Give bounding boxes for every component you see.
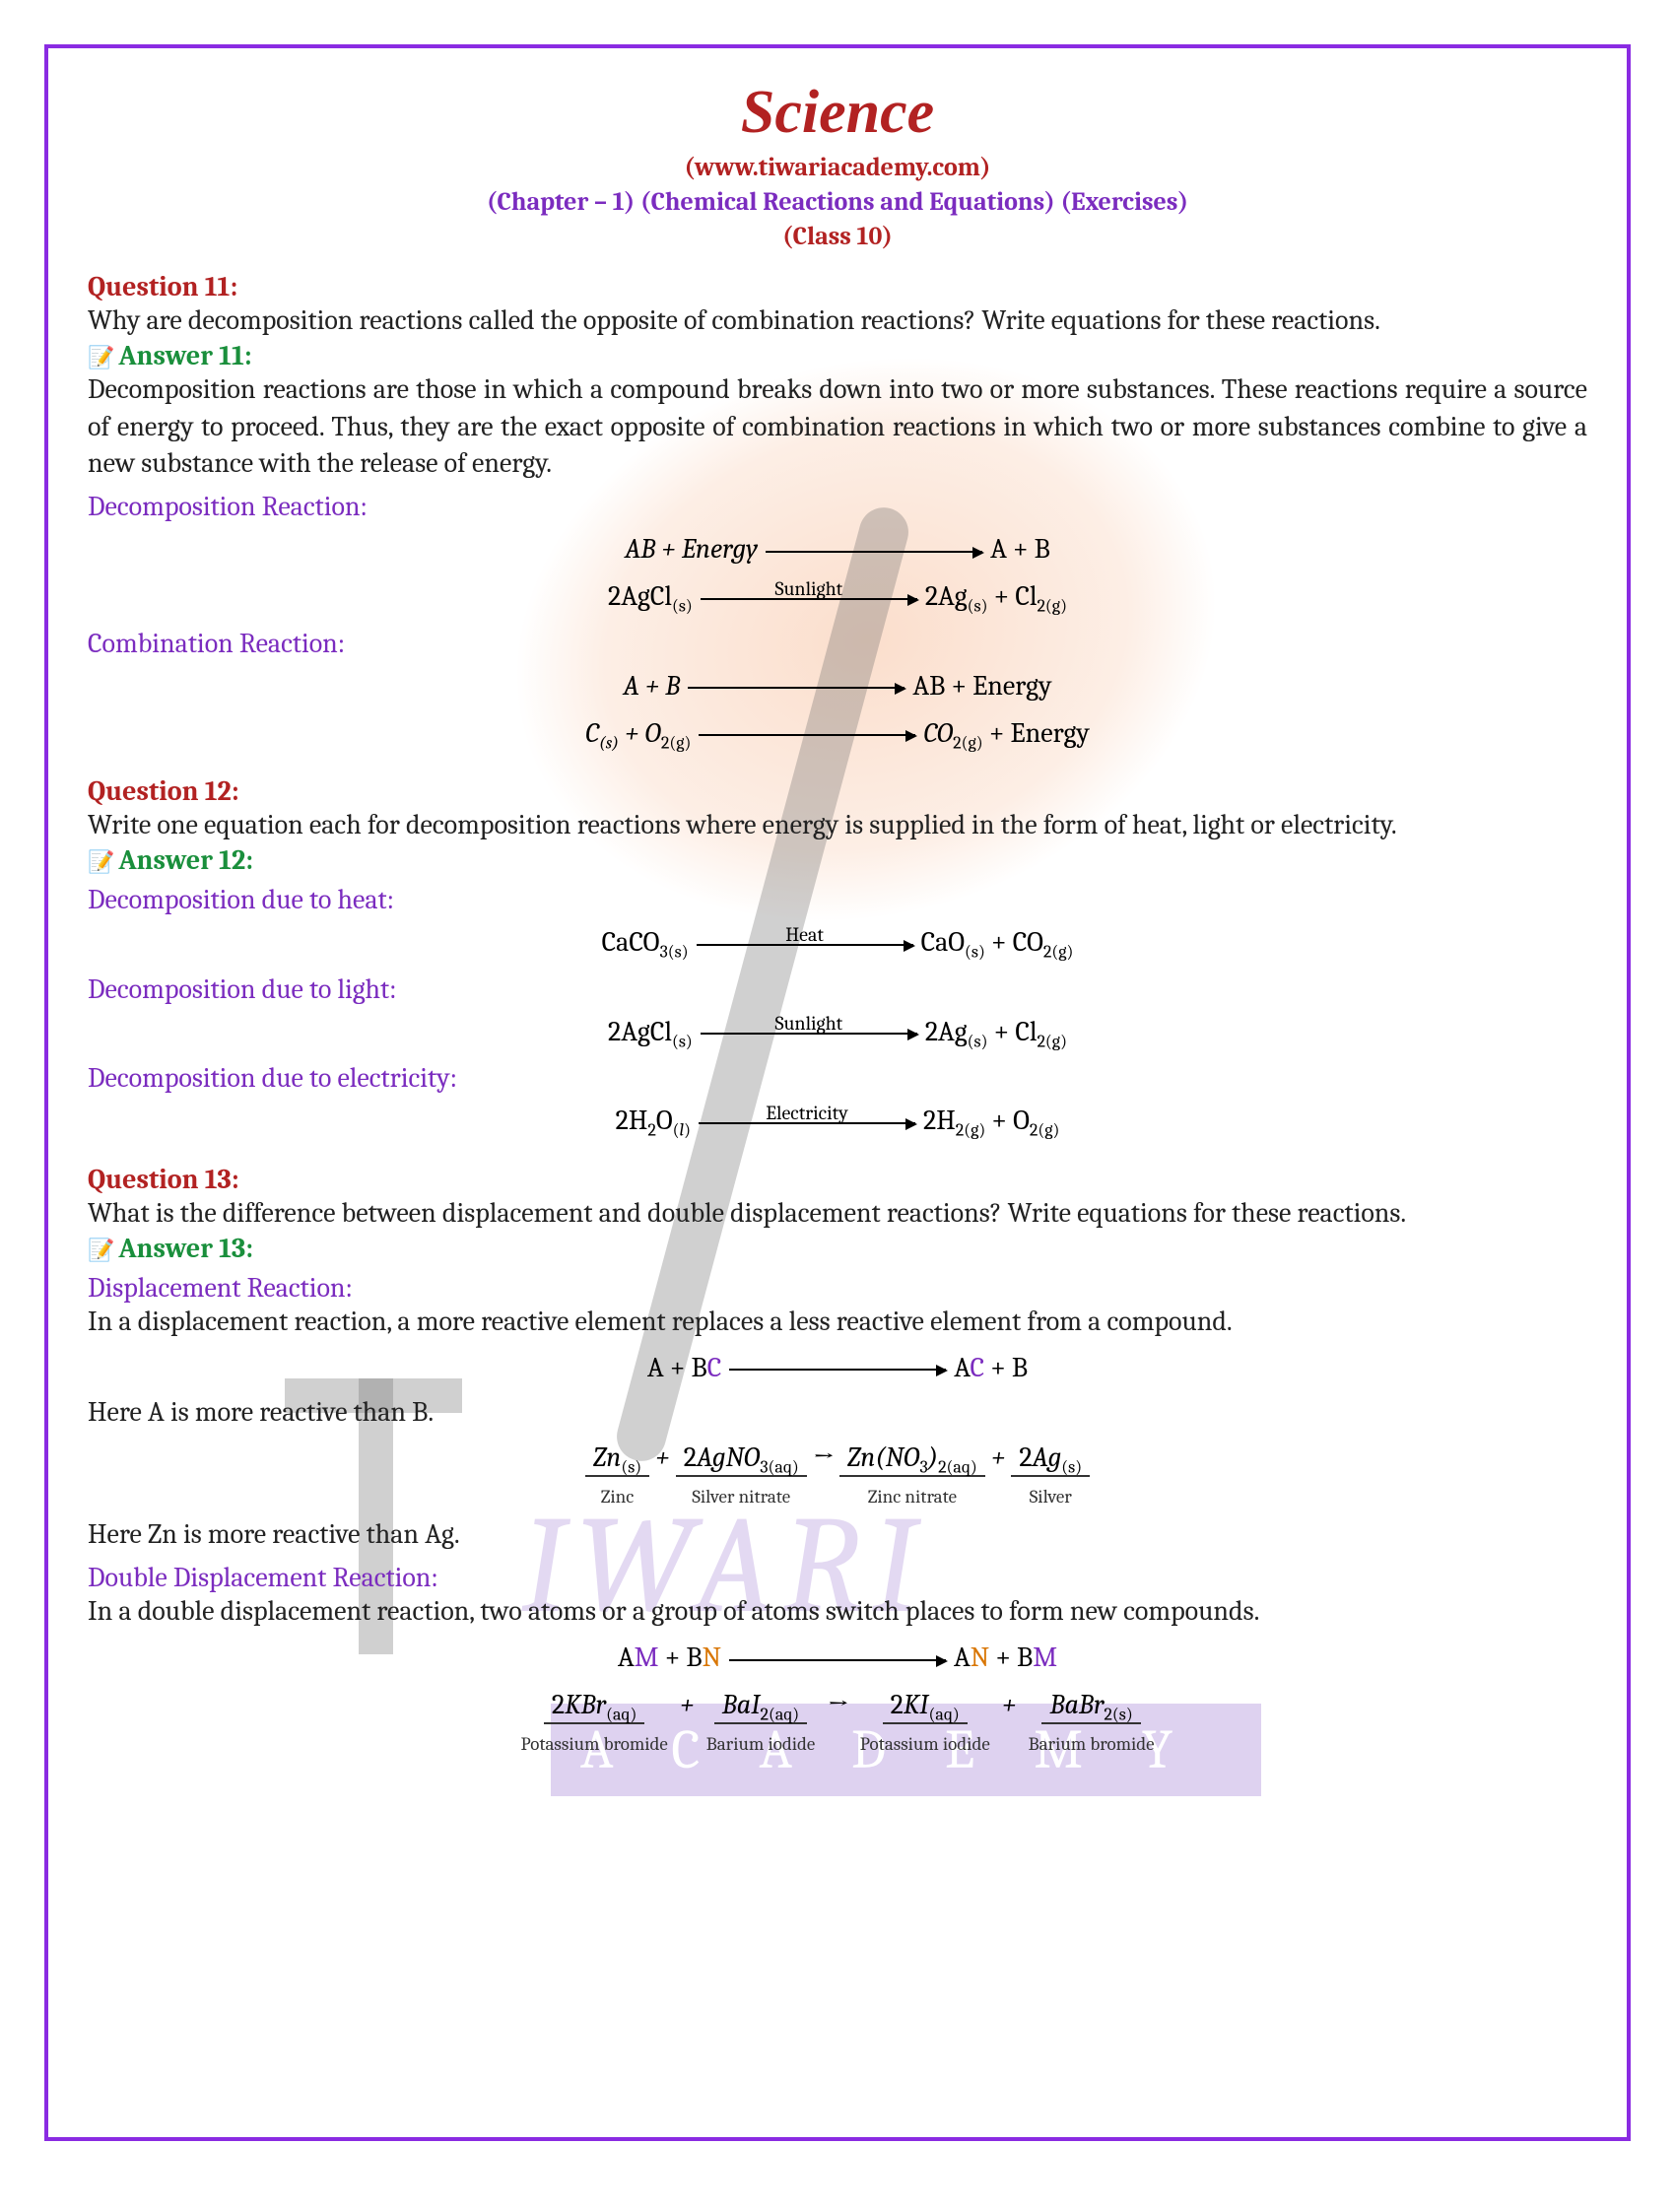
note-13-1: Here A is more reactive than B. [88, 1394, 1587, 1432]
class-label: (Class 10) [88, 222, 1587, 251]
question-13-label: Question 13: [88, 1164, 1587, 1195]
answer-13-label: Answer 13: [88, 1233, 1587, 1264]
equation-12-2: 2AgCl(s)Sunlight2Ag(s) + Cl2(g) [88, 1011, 1587, 1055]
equation-11-4: C(s) + O2(g)CO2(g) + Energy [88, 712, 1587, 757]
double-displacement-text: In a double displacement reaction, two a… [88, 1593, 1587, 1631]
note-13-2: Here Zn is more reactive than Ag. [88, 1516, 1587, 1554]
equation-11-2: 2AgCl(s)Sunlight2Ag(s) + Cl2(g) [88, 575, 1587, 620]
page-title: Science [88, 78, 1587, 148]
question-11-text: Why are decomposition reactions called t… [88, 302, 1587, 340]
question-11-label: Question 11: [88, 271, 1587, 302]
heat-heading: Decomposition due to heat: [88, 884, 1587, 915]
equation-13-3: AM + BNAN + BM [88, 1637, 1587, 1678]
answer-11-text: Decomposition reactions are those in whi… [88, 371, 1587, 483]
chapter-title: (Chapter – 1) (Chemical Reactions and Eq… [88, 187, 1587, 217]
question-12-text: Write one equation each for decompositio… [88, 807, 1587, 844]
question-12-label: Question 12: [88, 775, 1587, 807]
equation-11-1: AB + EnergyA + B [88, 528, 1587, 570]
equation-13-1: A + BCAC + B [88, 1347, 1587, 1388]
double-displacement-heading: Double Displacement Reaction: [88, 1562, 1587, 1593]
electricity-heading: Decomposition due to electricity: [88, 1062, 1587, 1094]
displacement-text: In a displacement reaction, a more react… [88, 1304, 1587, 1341]
displacement-heading: Displacement Reaction: [88, 1272, 1587, 1304]
answer-12-label: Answer 12: [88, 844, 1587, 876]
equation-13-4: 2KBr(aq)Potassium bromide + BaI2(aq)Bari… [88, 1684, 1587, 1758]
combination-heading: Combination Reaction: [88, 628, 1587, 659]
equation-12-3: 2H2O(l)Electricity2H2(g) + O2(g) [88, 1100, 1587, 1144]
equation-11-3: A + BAB + Energy [88, 665, 1587, 706]
website-link: (www.tiwariacademy.com) [88, 153, 1587, 182]
answer-11-label: Answer 11: [88, 340, 1587, 371]
question-13-text: What is the difference between displacem… [88, 1195, 1587, 1233]
light-heading: Decomposition due to light: [88, 973, 1587, 1005]
decomp-heading: Decomposition Reaction: [88, 491, 1587, 522]
equation-13-2: Zn(s)Zinc + 2AgNO3(aq)Silver nitrate → Z… [88, 1437, 1587, 1510]
equation-12-1: CaCO3(s)HeatCaO(s) + CO2(g) [88, 921, 1587, 966]
